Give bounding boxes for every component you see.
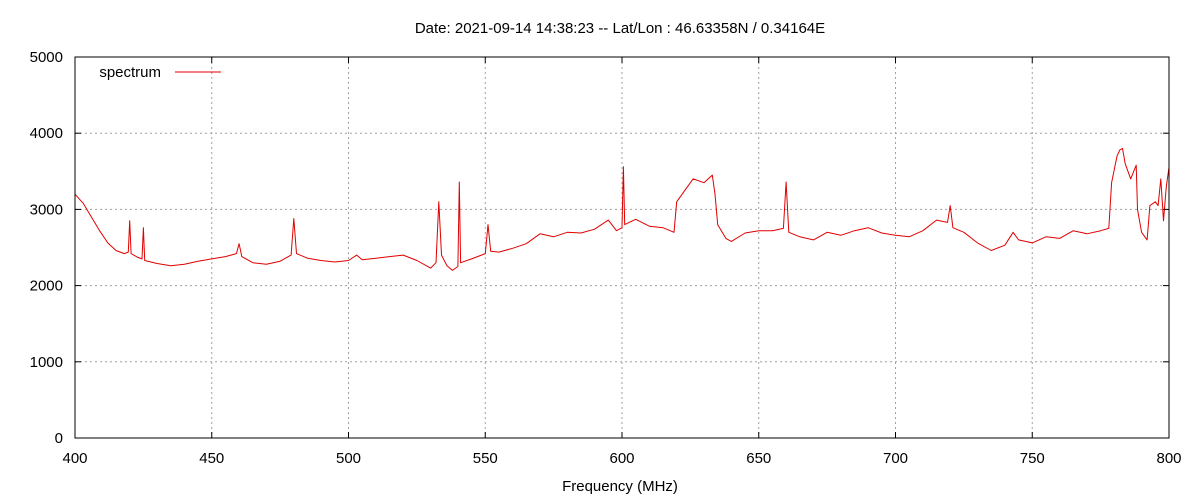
series-layer: [74, 147, 1170, 271]
y-axis: 0 1000 2000 3000 4000 5000: [30, 49, 1169, 447]
x-axis-label: Frequency (MHz): [562, 478, 678, 495]
y-tick-label: 0: [55, 430, 63, 447]
x-tick-label: 700: [883, 450, 908, 467]
y-tick-label: 3000: [30, 201, 63, 218]
y-tick-label: 1000: [30, 354, 63, 371]
y-tick-label: 4000: [30, 125, 63, 142]
x-tick-label: 800: [1156, 450, 1181, 467]
x-axis: 400 450 500 550 600 650 700 750 800: [62, 57, 1182, 467]
x-tick-label: 500: [336, 450, 361, 467]
chart-title: Date: 2021-09-14 14:38:23 -- Lat/Lon : 4…: [415, 20, 825, 37]
x-tick-label: 750: [1020, 450, 1045, 467]
x-tick-label: 600: [609, 450, 634, 467]
x-tick-label: 400: [62, 450, 87, 467]
x-tick-label: 550: [473, 450, 498, 467]
legend: spectrum: [99, 64, 221, 81]
series-line-spectrum: [74, 147, 1170, 271]
x-tick-label: 650: [746, 450, 771, 467]
y-tick-label: 2000: [30, 278, 63, 295]
legend-label-spectrum: spectrum: [99, 64, 161, 81]
y-tick-label: 5000: [30, 49, 63, 66]
x-tick-label: 450: [199, 450, 224, 467]
